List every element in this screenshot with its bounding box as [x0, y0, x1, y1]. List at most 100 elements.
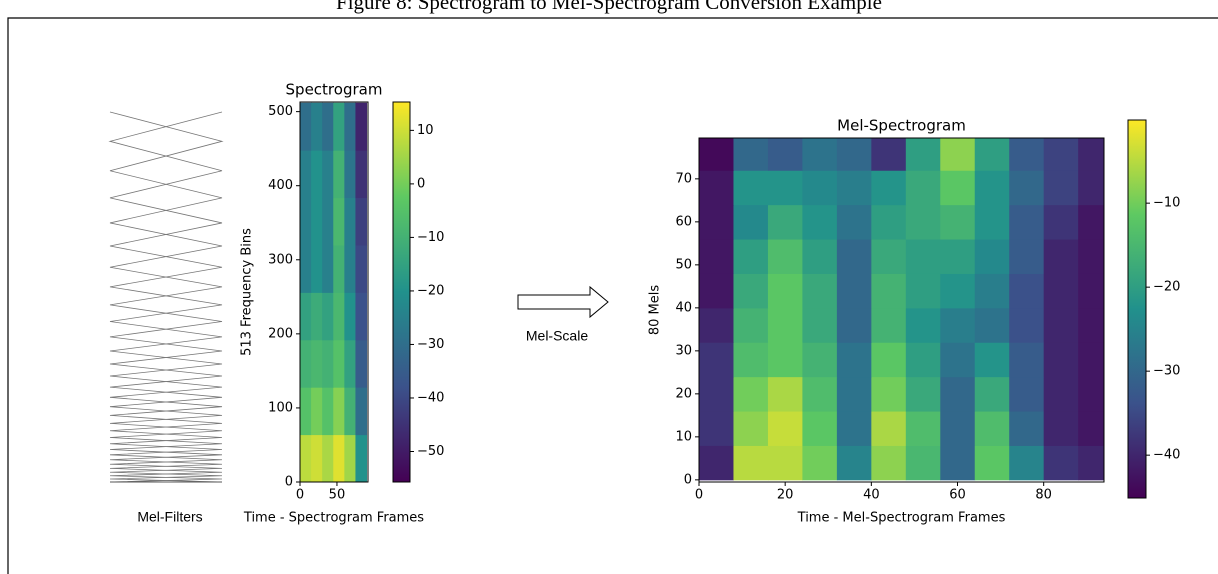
cell	[733, 138, 769, 171]
cell	[974, 138, 1010, 171]
cell	[300, 339, 312, 388]
cell	[733, 342, 769, 378]
cell	[733, 204, 769, 240]
cell	[322, 434, 334, 482]
cell	[1009, 273, 1045, 309]
cell	[355, 339, 368, 388]
cell	[940, 138, 976, 171]
y-tick-label: 100	[268, 400, 293, 415]
colorbar-tick-label: −30	[417, 337, 444, 352]
y-tick-label: 30	[675, 343, 692, 358]
cell	[1009, 170, 1045, 206]
cell	[905, 307, 941, 343]
cell	[300, 434, 312, 482]
cell	[905, 204, 941, 240]
cell	[333, 244, 345, 293]
cell	[871, 411, 907, 446]
cell	[1009, 445, 1045, 481]
cell	[311, 102, 323, 151]
cell	[767, 204, 803, 240]
cell	[1009, 376, 1045, 412]
cell	[344, 102, 356, 151]
y-axis-label: 513 Frequency Bins	[240, 228, 255, 356]
cell	[802, 411, 838, 446]
cell	[836, 342, 872, 378]
cell	[1078, 204, 1104, 240]
cell	[940, 170, 976, 206]
cell	[733, 170, 769, 206]
cell	[344, 339, 356, 388]
cell	[767, 170, 803, 206]
colorbar-tick-label: −50	[417, 444, 444, 459]
cell	[311, 150, 323, 199]
cell	[311, 197, 323, 246]
cell	[1009, 307, 1045, 343]
y-tick-label: 400	[268, 178, 293, 193]
y-tick-label: 20	[675, 386, 692, 401]
cell	[1078, 342, 1104, 378]
cell	[974, 342, 1010, 378]
cell	[699, 307, 734, 343]
cell	[802, 342, 838, 378]
cell	[355, 244, 368, 293]
y-tick-label: 200	[268, 326, 293, 341]
cell	[802, 138, 838, 171]
cell	[1043, 239, 1079, 274]
colorbar-tick-label: −10	[1153, 196, 1180, 211]
cell	[836, 445, 872, 481]
cell	[733, 445, 769, 481]
cell	[905, 239, 941, 274]
cell	[1009, 204, 1045, 240]
cell	[940, 273, 976, 309]
cell	[699, 138, 734, 171]
cell	[1043, 273, 1079, 309]
cell	[1043, 307, 1079, 343]
cell	[836, 138, 872, 171]
x-axis-label: Time - Mel-Spectrogram Frames	[797, 511, 1006, 526]
x-tick-label: 20	[777, 488, 794, 503]
cell	[699, 239, 734, 274]
cell	[802, 273, 838, 309]
cell	[836, 307, 872, 343]
cell	[836, 376, 872, 412]
cell	[905, 411, 941, 446]
cell	[940, 307, 976, 343]
cell	[836, 273, 872, 309]
y-tick-label: 0	[285, 475, 293, 490]
cell	[344, 244, 356, 293]
cell	[1009, 411, 1045, 446]
y-axis-label: 80 Mels	[648, 285, 663, 336]
cell	[1078, 307, 1104, 343]
cell	[1043, 204, 1079, 240]
cell	[1078, 411, 1104, 446]
cell	[355, 292, 368, 341]
arrow-label: Mel-Scale	[526, 328, 588, 344]
cell	[905, 138, 941, 171]
cell	[802, 204, 838, 240]
mel-filters-label: Mel-Filters	[137, 509, 202, 525]
cell	[871, 307, 907, 343]
cell	[871, 204, 907, 240]
cell	[940, 204, 976, 240]
cell	[333, 197, 345, 246]
filter-line	[108, 111, 223, 483]
cell	[311, 387, 323, 436]
cell	[836, 170, 872, 206]
cell	[871, 376, 907, 412]
cell	[871, 273, 907, 309]
cell	[1043, 411, 1079, 446]
cell	[767, 138, 803, 171]
cell	[300, 244, 312, 293]
cell	[733, 376, 769, 412]
cell	[322, 339, 334, 388]
filter-line	[109, 111, 224, 483]
cell	[699, 170, 734, 206]
cell	[871, 445, 907, 481]
y-tick-label: 70	[675, 171, 692, 186]
cell	[1043, 445, 1079, 481]
cell	[974, 445, 1010, 481]
frame	[7, 17, 1218, 574]
colorbar-tick-label: −30	[1153, 364, 1180, 379]
colorbar-tick-label: −40	[417, 390, 444, 405]
y-tick-label: 60	[675, 214, 692, 229]
